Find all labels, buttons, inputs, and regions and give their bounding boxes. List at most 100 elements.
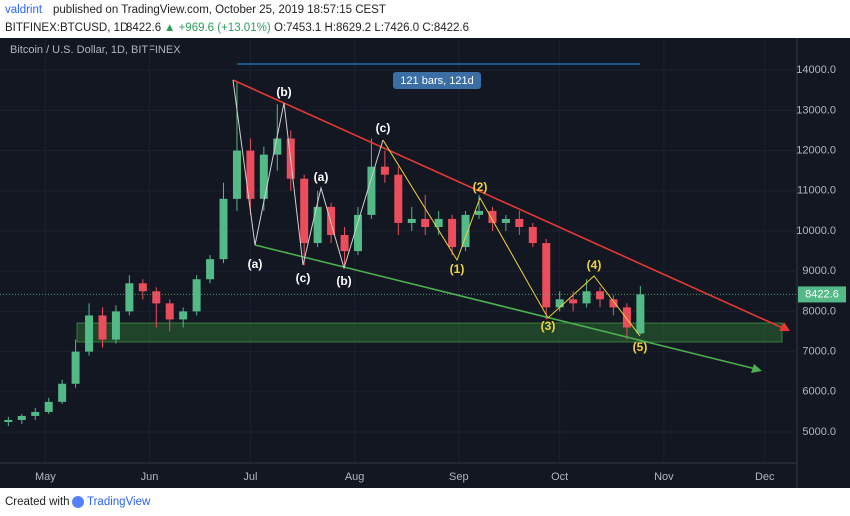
candle-body <box>313 206 322 244</box>
logo <box>72 496 84 508</box>
x-tick-label: Jun <box>141 471 159 483</box>
measure-label: 121 bars, 121d <box>400 75 473 87</box>
x-tick-label: Dec <box>755 471 775 483</box>
x-tick-label: Nov <box>654 471 674 483</box>
candle-body <box>31 411 40 416</box>
candle-body <box>85 315 94 352</box>
y-tick-label: 12000.0 <box>796 144 836 156</box>
candle-body <box>58 383 67 402</box>
candle-body <box>434 218 443 227</box>
plot: 5000.0 6000.0 7000.0 8000.0 9000.0 10000.0 110… <box>0 38 846 483</box>
footer-brand[interactable]: TradingView <box>87 496 151 508</box>
y-tick-label: 10000.0 <box>796 225 836 237</box>
candle-body <box>542 243 551 308</box>
candle-body <box>636 294 645 334</box>
wave-label: (3) <box>541 319 556 333</box>
wave-label: (c) <box>376 121 391 135</box>
candle-body <box>380 166 389 175</box>
candle-body <box>421 218 430 227</box>
candle-body <box>501 218 510 223</box>
symbol: BITFINEX:BTCUSD, 1D <box>5 22 128 34</box>
candle-body <box>622 307 631 328</box>
candle-body <box>394 174 403 223</box>
wave-label: (5) <box>633 340 648 354</box>
y-tick-label: 7000.0 <box>802 346 836 358</box>
candle-body <box>582 291 591 304</box>
y-tick-label: 6000.0 <box>802 386 836 398</box>
candle-body <box>555 299 564 308</box>
candle-body <box>165 303 174 320</box>
candle-body <box>340 235 349 252</box>
candle-body <box>4 419 13 422</box>
candle-body <box>488 210 497 223</box>
candle-body <box>515 218 524 227</box>
chart-title: Bitcoin / U.S. Dollar, 1D, BITFINEX <box>10 44 181 56</box>
candle-body <box>219 198 228 260</box>
x-tick-label: Jul <box>243 471 257 483</box>
wave-line-yellow <box>382 139 641 337</box>
wave-label: (4) <box>587 258 602 272</box>
candle-body <box>246 150 255 199</box>
y-tick-label: 5000.0 <box>802 426 836 438</box>
x-tick-label: Oct <box>551 471 568 483</box>
wave-line-white <box>232 79 384 270</box>
candle-body <box>192 279 201 312</box>
candle-body <box>44 401 53 412</box>
wave-label: (b) <box>336 274 351 288</box>
wave-label: (a) <box>314 170 329 184</box>
candle-body <box>367 166 376 215</box>
candle-body <box>300 178 309 244</box>
measure-box <box>393 72 481 89</box>
x-tick-label: Sep <box>449 471 469 483</box>
arrow-head <box>751 364 762 373</box>
candle-body <box>569 299 578 304</box>
y-tick-label: 11000.0 <box>797 185 836 197</box>
footer-created: Created with <box>5 496 70 508</box>
candle-body <box>596 291 605 300</box>
y-tick-label: 13000.0 <box>796 104 836 116</box>
candle-body <box>353 214 362 252</box>
candle-body <box>528 226 537 244</box>
trend-line-support <box>254 244 757 370</box>
candle-body <box>179 311 188 320</box>
candle-body <box>138 283 147 292</box>
candle-body <box>273 138 282 155</box>
x-tick-label: Aug <box>345 471 365 483</box>
candle-body <box>71 351 80 384</box>
candle-body <box>327 206 336 236</box>
wave-label: (b) <box>276 85 291 99</box>
published-info: published on TradingView.com, October 25… <box>53 4 386 16</box>
support-zone <box>76 322 783 343</box>
author[interactable]: valdrint <box>5 4 43 16</box>
candle-body <box>206 259 215 280</box>
wave-label: (1) <box>450 262 465 276</box>
wave-label: (a) <box>248 257 263 271</box>
candle-body <box>152 291 161 304</box>
chart-background <box>0 38 850 488</box>
change: ▲ +969.6 (+13.01%) <box>164 22 271 34</box>
candle-body <box>609 299 618 308</box>
last-price-box <box>798 286 846 303</box>
candle-body <box>98 315 107 340</box>
candle-body <box>475 210 483 215</box>
ohlc: O:7453.1 H:8629.2 L:7426.0 C:8422.6 <box>274 22 469 34</box>
candle-body <box>111 311 120 340</box>
arrow-head <box>779 322 790 331</box>
y-tick-label: 8000.0 <box>802 305 836 317</box>
candle-body <box>125 283 134 312</box>
candle-body <box>17 415 26 420</box>
x-tick-label: May <box>35 471 56 483</box>
wave-label: (2) <box>473 180 488 194</box>
price: 8422.6 <box>126 22 161 34</box>
candle-body <box>448 218 457 248</box>
trend-line-resistance <box>232 79 786 330</box>
candle-body <box>461 214 470 248</box>
candle-body <box>259 154 268 199</box>
candle-body <box>407 218 416 223</box>
candle-body <box>232 150 241 199</box>
y-tick-label: 9000.0 <box>802 265 836 277</box>
wave-label: (c) <box>296 271 311 285</box>
y-tick-label: 14000.0 <box>796 64 836 76</box>
last-price-label: 8422.6 <box>805 288 839 300</box>
